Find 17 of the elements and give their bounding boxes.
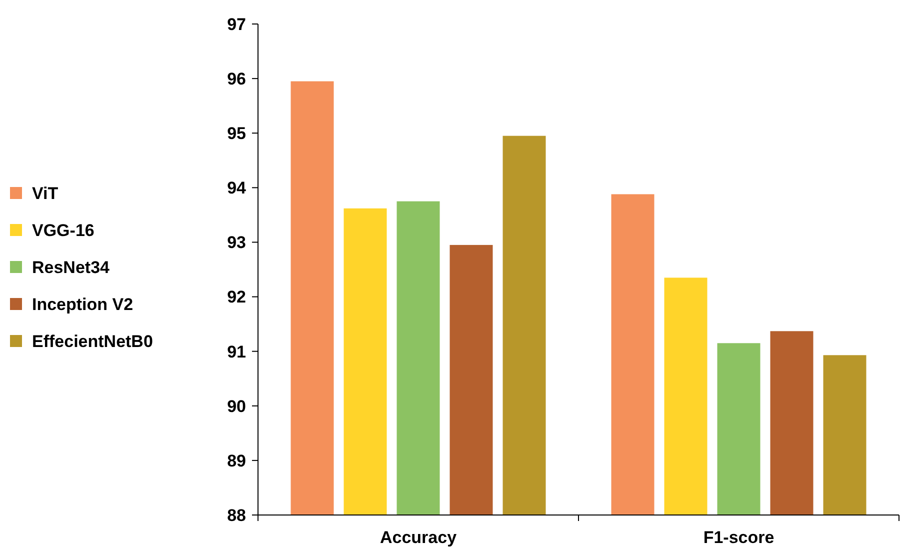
y-tick-label: 92: [227, 288, 246, 307]
y-tick-label: 93: [227, 233, 246, 252]
y-tick-label: 96: [227, 70, 246, 89]
legend-label: EffecientNetB0: [32, 332, 153, 351]
y-tick-label: 89: [227, 451, 246, 470]
y-tick-label: 97: [227, 14, 246, 34]
y-tick-label: 91: [227, 342, 246, 362]
legend-label: VGG-16: [32, 220, 94, 240]
legend-label: ResNet34: [32, 258, 110, 277]
x-tick-label: F1-score: [703, 528, 774, 547]
y-tick-label: 94: [227, 178, 247, 198]
legend-label: ViT: [32, 184, 59, 203]
legend-label: Inception V2: [32, 294, 134, 314]
x-tick-label: Accuracy: [380, 528, 458, 547]
y-tick-label: 95: [227, 124, 246, 144]
y-tick-label: 90: [227, 396, 246, 416]
y-tick-label: 88: [227, 506, 246, 525]
